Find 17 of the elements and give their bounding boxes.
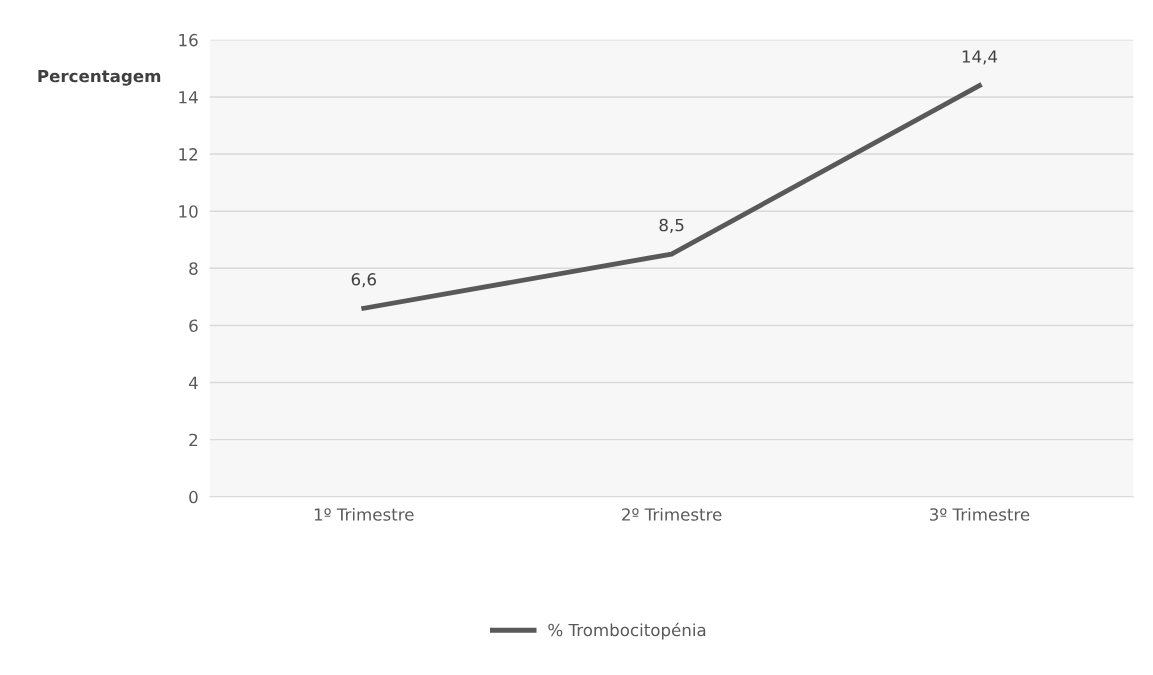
y-tick-label: 12: [179, 148, 198, 161]
y-axis-title: Percentagem: [38, 69, 161, 86]
data-label: 6,6: [351, 273, 376, 288]
y-tick-label: 2: [189, 433, 198, 447]
legend-label: % Trombocitopénia: [548, 622, 706, 640]
x-tick-label: 3º Trimestre: [930, 507, 1030, 521]
y-tick-label: 10: [179, 205, 198, 218]
y-tick-label: 0: [189, 490, 198, 504]
y-tick-label: 4: [188, 376, 198, 389]
y-tick-label: 16: [179, 33, 198, 47]
x-tick-label: 2º Trimestre: [622, 507, 722, 521]
x-tick-label: 1º Trimestre: [314, 507, 414, 521]
y-tick-label: 14: [179, 91, 198, 104]
y-tick-label: 6: [189, 319, 198, 332]
data-label: 14,4: [962, 50, 998, 65]
data-label: 8,5: [659, 218, 684, 234]
y-tick-label: 8: [189, 262, 198, 275]
